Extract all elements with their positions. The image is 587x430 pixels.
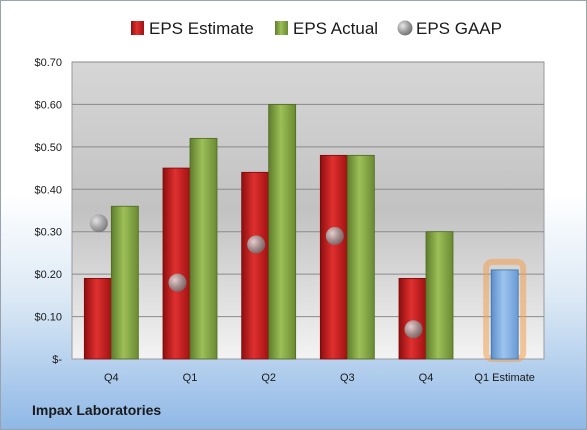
y-tick-label: $0.30	[34, 227, 62, 239]
eps-estimate-bar	[319, 154, 348, 360]
legend-swatch	[275, 21, 288, 35]
y-tick-label: $0.50	[34, 142, 62, 154]
legend: EPS Estimate EPS Actual EPS GAAP	[131, 19, 502, 38]
gaap-markers	[89, 214, 423, 339]
x-tick-label: Q4	[419, 372, 434, 384]
y-tick-label: $0.40	[34, 184, 62, 196]
eps-estimate-bar	[162, 167, 191, 360]
eps-actual-bar	[268, 104, 297, 360]
eps-gaap-marker	[325, 226, 344, 245]
gridlines	[72, 61, 544, 318]
eps-actual-bar	[346, 154, 375, 360]
y-axis-ticks: $- $0.10 $0.20 $0.30 $0.40 $0.50 $0.60 $0.70	[34, 57, 62, 366]
company-name: Impax Laboratories	[32, 402, 162, 418]
x-tick-label: Q1 Estimate	[474, 372, 535, 384]
bar-series	[83, 104, 527, 362]
x-tick-label: Q3	[340, 372, 355, 384]
q1-estimate-bar	[490, 269, 519, 360]
legend-swatch	[397, 20, 413, 36]
eps-actual-bar	[110, 205, 139, 360]
legend-label: EPS GAAP	[416, 19, 502, 38]
eps-estimate-bar	[241, 171, 270, 360]
eps-estimate-bar	[398, 277, 427, 360]
plot-area	[71, 61, 545, 360]
y-tick-label: $0.20	[34, 269, 62, 281]
y-tick-label: $-	[52, 354, 62, 366]
eps-gaap-marker	[168, 273, 187, 292]
y-tick-label: $0.60	[34, 99, 62, 111]
y-tick-label: $0.70	[34, 57, 62, 69]
eps-gaap-marker	[89, 214, 108, 233]
eps-estimate-bar	[83, 277, 112, 360]
legend-swatch	[131, 21, 144, 35]
x-axis-ticks: Q4 Q1 Q2 Q3 Q4 Q1 Estimate	[104, 372, 535, 384]
legend-label: EPS Estimate	[149, 19, 254, 38]
y-tick-label: $0.10	[34, 312, 62, 324]
x-tick-label: Q1	[183, 372, 198, 384]
legend-label: EPS Actual	[293, 19, 378, 38]
eps-gaap-marker	[247, 235, 266, 254]
x-tick-label: Q4	[104, 372, 119, 384]
eps-actual-bar	[189, 137, 218, 360]
eps-actual-bar	[425, 231, 454, 360]
x-tick-label: Q2	[261, 372, 276, 384]
eps-gaap-marker	[404, 320, 423, 339]
